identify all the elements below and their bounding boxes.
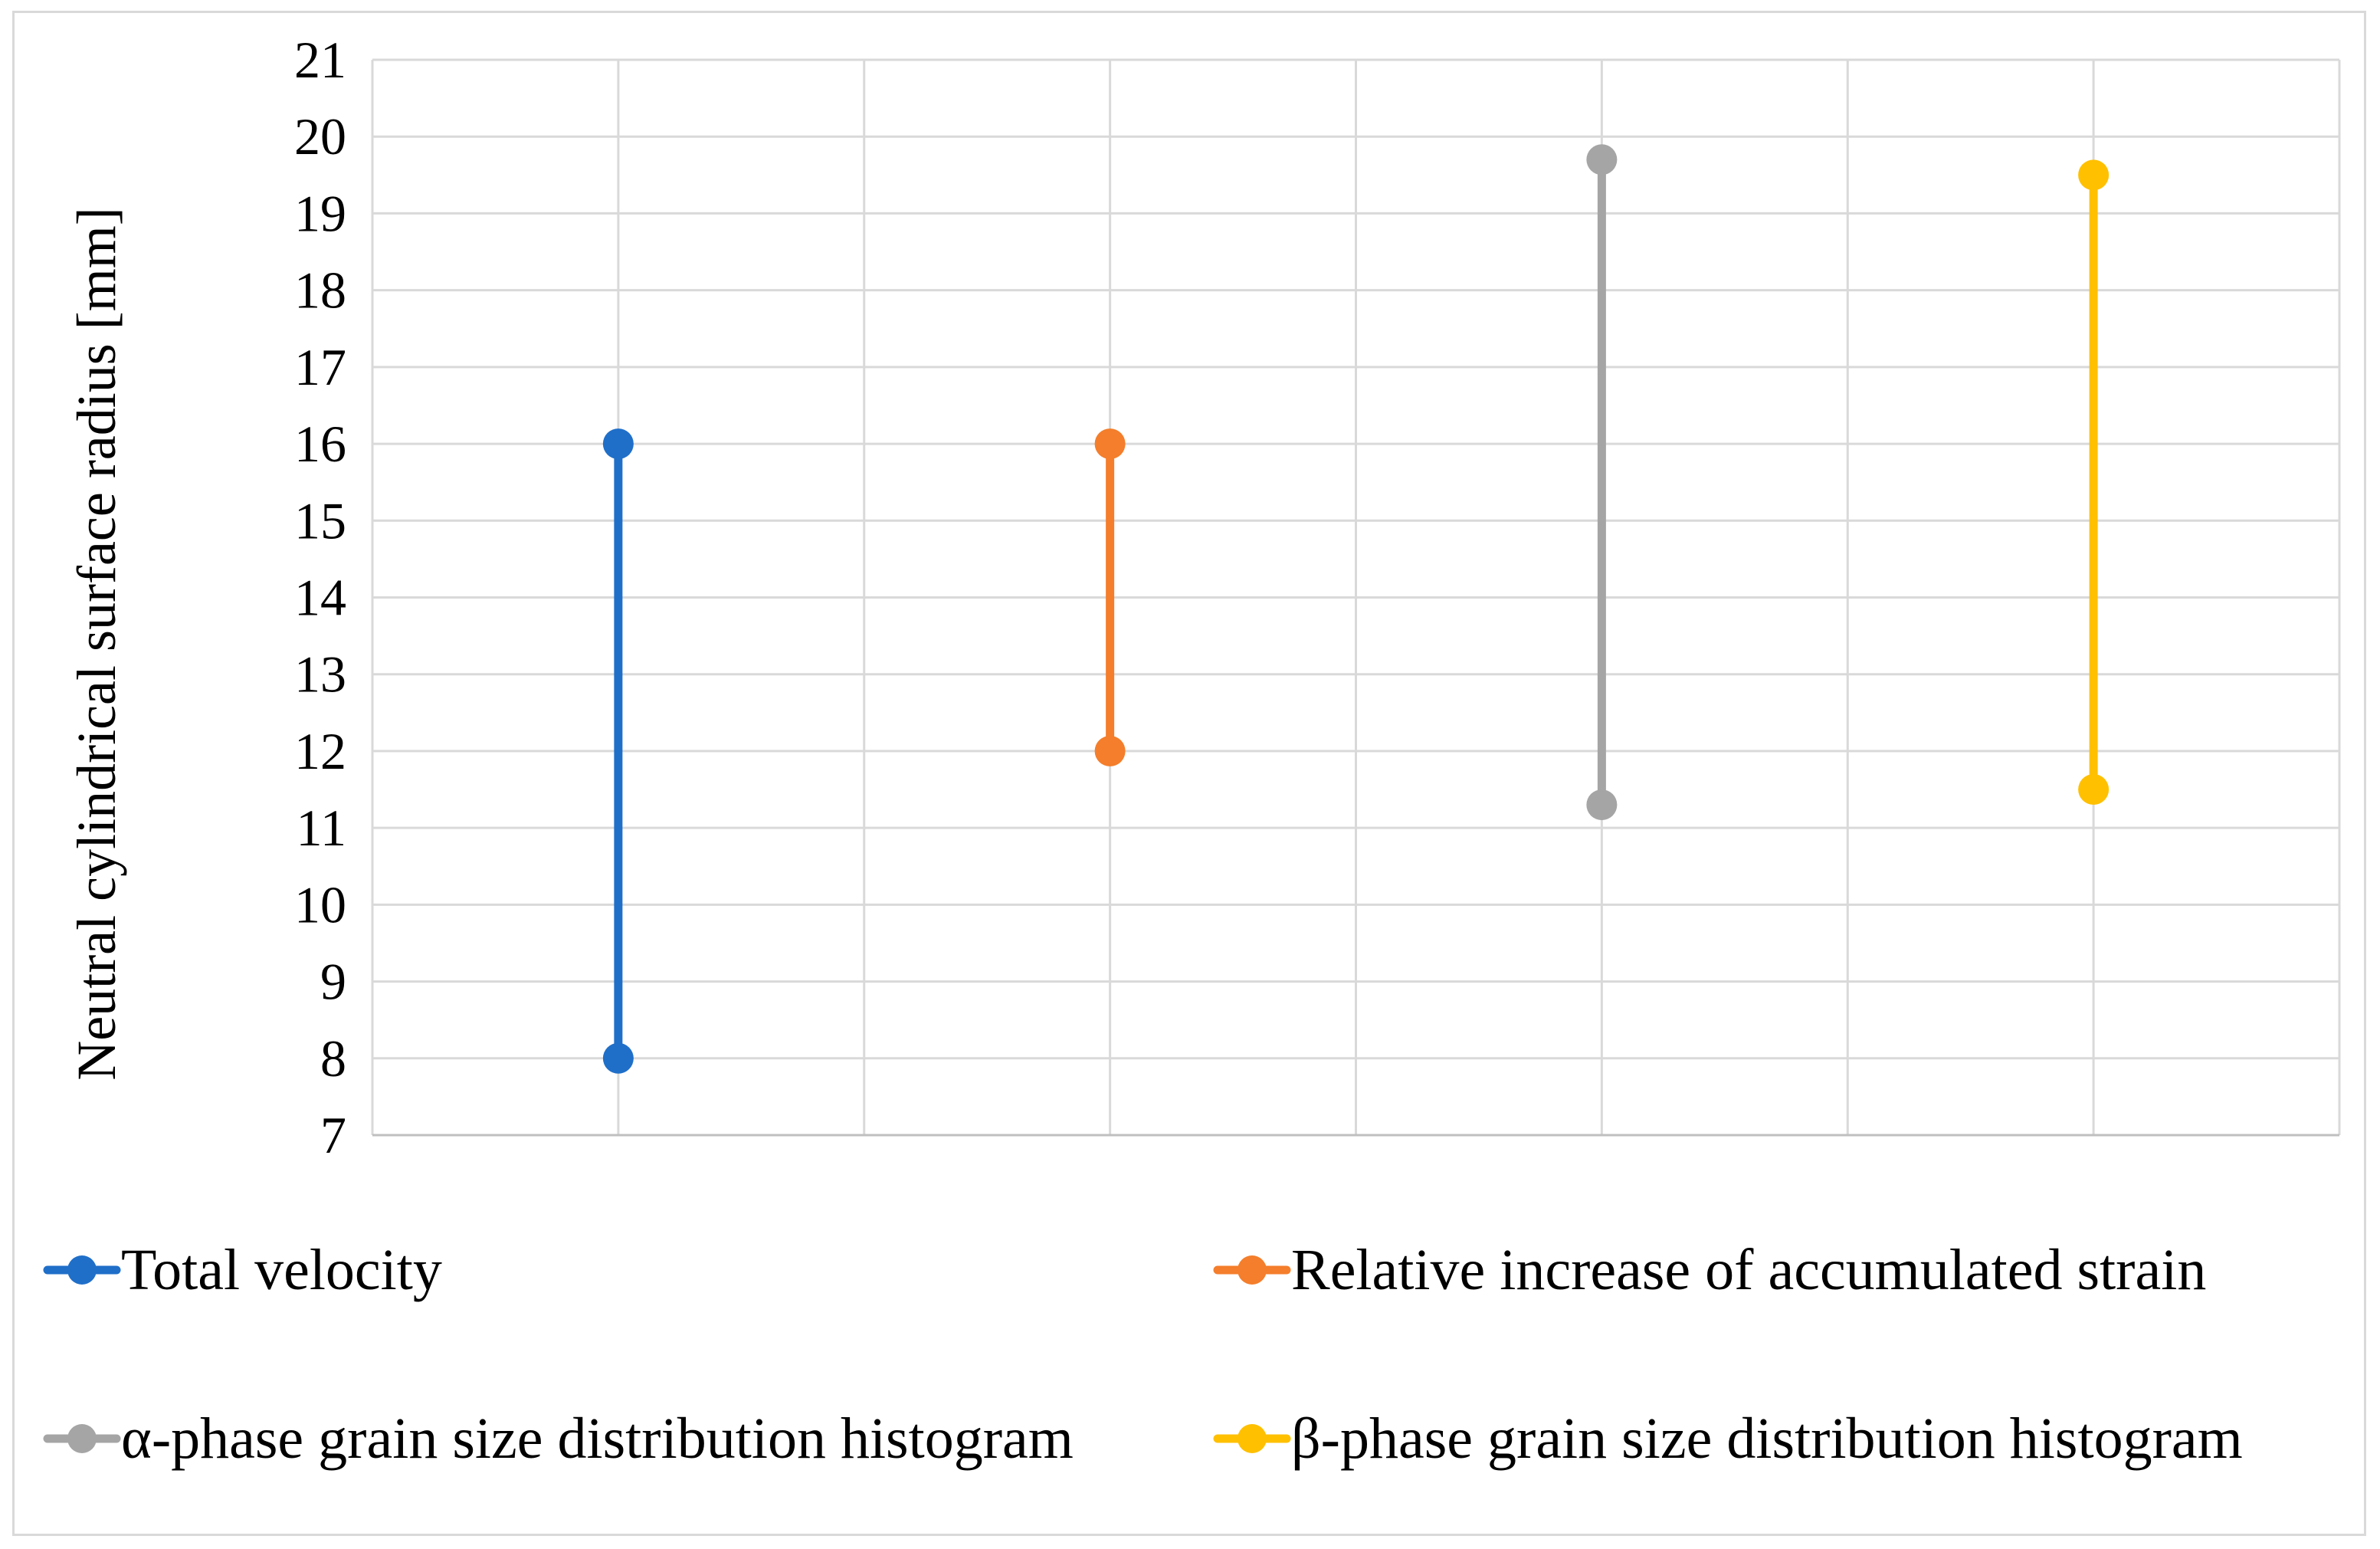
data-point (602, 428, 634, 460)
legend-label: Total velocity (121, 1238, 442, 1302)
legend-item: β-phase grain size distribution histogra… (1213, 1406, 2243, 1471)
legend-label: β-phase grain size distribution histogra… (1291, 1406, 2243, 1471)
series-1 (602, 428, 634, 1074)
y-tick-label: 14 (294, 569, 346, 627)
series-2 (1094, 428, 1126, 766)
legend-marker (1238, 1424, 1267, 1453)
y-tick-label: 17 (294, 338, 346, 396)
axes (371, 60, 2339, 1137)
y-tick-labels: 7 8 9 10 11 12 13 14 15 16 17 18 19 20 21 (294, 31, 346, 1164)
y-tick-label: 16 (294, 415, 346, 473)
data-point (602, 1042, 634, 1074)
series-3 (1586, 144, 1618, 821)
series-4 (2078, 159, 2110, 806)
data-point (1586, 144, 1618, 176)
data-point (2078, 159, 2110, 191)
legend-marker (1238, 1255, 1267, 1285)
legend-marker (67, 1255, 97, 1285)
y-tick-label: 18 (294, 261, 346, 320)
legend-item: α-phase grain size distribution histogra… (43, 1406, 1074, 1471)
legend-label: Relative increase of accumulated strain (1291, 1238, 2206, 1302)
y-tick-label: 11 (297, 799, 346, 857)
y-tick-label: 10 (294, 875, 346, 934)
data-point (1094, 428, 1126, 460)
y-tick-label: 20 (294, 107, 346, 166)
series (602, 144, 2110, 1074)
legend-item: Total velocity (43, 1238, 442, 1302)
y-tick-label: 19 (294, 184, 346, 242)
legend-item: Relative increase of accumulated strain (1213, 1238, 2206, 1302)
data-point (2078, 774, 2110, 806)
y-tick-label: 7 (320, 1106, 346, 1164)
y-tick-label: 12 (294, 722, 346, 780)
legend-label: α-phase grain size distribution histogra… (121, 1406, 1074, 1471)
chart-frame (12, 11, 2366, 1536)
y-tick-label: 15 (294, 491, 346, 550)
legend-marker (67, 1424, 97, 1453)
grid (372, 58, 2341, 1135)
y-tick-label: 8 (320, 1029, 346, 1088)
y-tick-label: 21 (294, 31, 346, 89)
y-axis-title: Neutral cylindrical surface radius [mm] (66, 207, 127, 1081)
y-tick-label: 9 (320, 953, 346, 1011)
data-point (1586, 789, 1618, 821)
legend: Total velocity Relative increase of accum… (43, 1238, 2243, 1471)
y-tick-label: 13 (294, 645, 346, 704)
data-point (1094, 735, 1126, 766)
